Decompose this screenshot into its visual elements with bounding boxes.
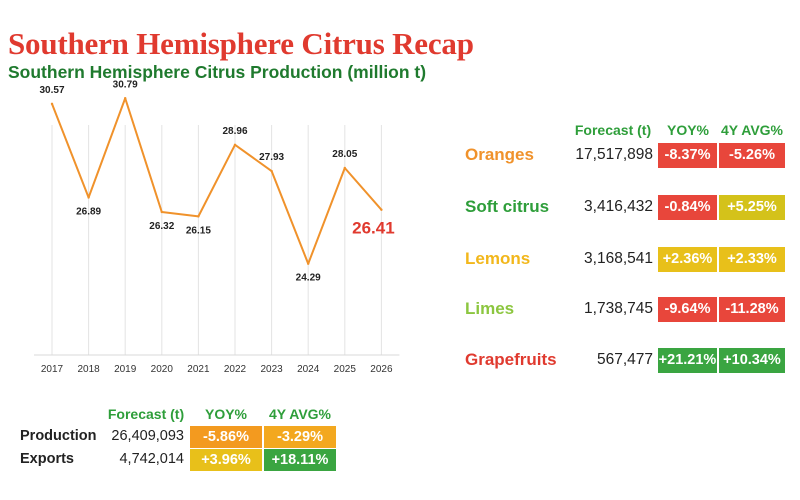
- summary-yoy-cell: -5.86%: [190, 426, 262, 448]
- x-tick-label: 2020: [151, 364, 174, 375]
- fruit-yoy-cell: +2.36%: [658, 247, 717, 272]
- x-tick-label: 2019: [114, 364, 137, 375]
- data-point: [50, 102, 54, 106]
- x-tick-label: 2025: [334, 364, 357, 375]
- series-line: [51, 97, 383, 265]
- production-line-chart: 30.57 26.89 30.79 26.32 26.15 28.96 27.93 24.29…: [34, 79, 400, 375]
- fruit-yoy-cell: -9.64%: [658, 297, 717, 322]
- x-tick-label: 2024: [297, 364, 320, 375]
- data-point: [307, 262, 310, 265]
- summary-row-label: Production: [20, 428, 97, 444]
- summary-yoy-header: YOY%: [204, 406, 247, 422]
- data-label: 26.32: [149, 221, 174, 232]
- fruit-yoy-cell: -0.84%: [658, 195, 717, 220]
- data-label: 30.79: [113, 79, 138, 90]
- fruit-forecast-header: Forecast (t): [574, 122, 652, 138]
- summary-avg-cell: +18.11%: [264, 449, 336, 471]
- fruit-forecast-value: 17,517,898: [575, 146, 653, 163]
- fruit-forecast-value: 3,168,541: [584, 250, 653, 267]
- fruit-avg-cell: +5.25%: [719, 195, 785, 220]
- fruit-name: Soft citrus: [465, 197, 550, 216]
- fruit-forecast-value: 3,416,432: [584, 198, 653, 215]
- fruit-avg-cell: +10.34%: [719, 348, 785, 373]
- data-label: 26.89: [76, 207, 101, 218]
- x-tick-label: 2023: [260, 364, 283, 375]
- data-point: [233, 143, 237, 147]
- x-tick-label: 2018: [77, 364, 100, 375]
- summary-forecast-header: Forecast (t): [107, 406, 185, 422]
- fruit-name: Grapefruits: [465, 350, 557, 369]
- data-label-highlight: 26.41: [352, 219, 395, 238]
- data-point: [343, 166, 346, 170]
- page-title: Southern Hemisphere Citrus Recap: [8, 26, 474, 61]
- fruit-yoy-header: YOY%: [666, 122, 709, 138]
- data-label: 28.05: [332, 149, 357, 160]
- summary-row-label: Exports: [20, 451, 74, 467]
- x-tick-label: 2022: [224, 364, 247, 375]
- x-tick-label: 2026: [370, 364, 393, 375]
- summary-forecast-value: 26,409,093: [111, 428, 184, 444]
- fruit-yoy-cell: -8.37%: [658, 143, 717, 168]
- fruit-name: Oranges: [465, 145, 534, 164]
- data-point: [124, 97, 127, 100]
- x-tick-label: 2021: [187, 364, 210, 375]
- data-label: 26.15: [186, 225, 211, 236]
- fruit-name: Lemons: [465, 249, 531, 268]
- fruit-forecast-value: 1,738,745: [584, 300, 653, 317]
- fruit-avg-cell: -5.26%: [719, 143, 785, 168]
- fruit-avg-header: 4Y AVG%: [721, 122, 783, 138]
- data-label: 28.96: [222, 126, 247, 137]
- summary-avg-cell: -3.29%: [264, 426, 336, 448]
- x-tick-label: 2017: [41, 364, 64, 375]
- data-label: 24.29: [296, 273, 321, 284]
- data-label: 30.57: [39, 85, 64, 96]
- data-point: [380, 208, 383, 211]
- summary-avg-header: 4Y AVG%: [269, 406, 331, 422]
- fruit-name: Limes: [465, 299, 515, 318]
- summary-yoy-cell: +3.96%: [190, 449, 262, 471]
- chart-subtitle: Southern Hemisphere Citrus Production (m…: [8, 62, 427, 82]
- fruit-avg-cell: +2.33%: [719, 247, 785, 272]
- data-point: [87, 196, 90, 199]
- data-label: 27.93: [259, 152, 284, 163]
- fruit-yoy-cell: +21.21%: [658, 348, 717, 373]
- data-point: [197, 215, 200, 218]
- data-point: [270, 169, 273, 173]
- summary-forecast-value: 4,742,014: [119, 451, 184, 467]
- fruit-avg-cell: -11.28%: [719, 297, 785, 322]
- fruit-forecast-value: 567,477: [596, 351, 653, 368]
- data-point: [160, 210, 163, 214]
